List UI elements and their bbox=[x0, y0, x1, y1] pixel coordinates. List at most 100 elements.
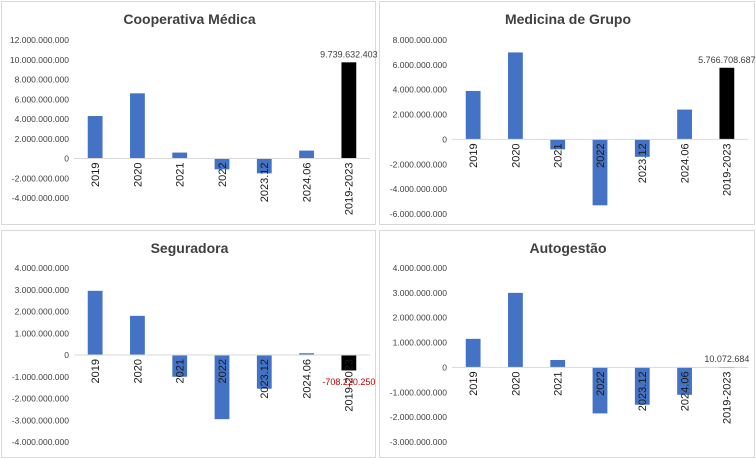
x-tick-label: 2022 bbox=[217, 163, 229, 187]
chart-title: Seguradora bbox=[151, 240, 229, 256]
chart-svg: Cooperativa Médica 12.000.000.000 10.000.0… bbox=[10, 11, 377, 216]
y-tick-label: -3.000.000.000 bbox=[12, 415, 69, 425]
x-tick-label: 2019-2023 bbox=[722, 371, 734, 424]
data-label: 5.766.708.687 bbox=[698, 55, 756, 65]
bar-2021 bbox=[172, 152, 188, 159]
bar-2023.12 bbox=[634, 139, 650, 157]
y-tick-label: -2.000.000.000 bbox=[12, 173, 69, 183]
y-tick-label: 4.000.000.000 bbox=[393, 85, 448, 95]
x-tick-label: 2022 bbox=[217, 359, 229, 383]
bar-2024.06 bbox=[299, 353, 314, 355]
x-tick-label: 2019-2023 bbox=[344, 163, 356, 216]
y-tick-label: 2.000.000.000 bbox=[15, 307, 70, 317]
y-tick-label: -2.000.000.000 bbox=[12, 394, 69, 404]
x-tick-label: 2021 bbox=[553, 143, 565, 167]
bar-2023.12 bbox=[634, 367, 650, 405]
y-tick-label: -2.000.000.000 bbox=[390, 412, 447, 422]
y-tick-label: -6.000.000.000 bbox=[390, 209, 447, 219]
y-tick-label: 4.000.000.000 bbox=[15, 114, 70, 124]
y-tick-label: -4.000.000.000 bbox=[12, 193, 69, 203]
bar-2019 bbox=[465, 338, 481, 368]
bar-2023.12 bbox=[256, 158, 272, 174]
x-tick-label: 2019 bbox=[90, 163, 102, 187]
chart-svg: Medicina de Grupo 8.000.000.000 6.000.000.… bbox=[390, 11, 756, 219]
y-tick-label: 2.000.000.000 bbox=[393, 313, 448, 323]
chart-svg: Seguradora 4.000.000.000 3.000.000.000 2.00… bbox=[12, 240, 376, 447]
x-tick-label: 2024.06 bbox=[679, 143, 691, 183]
y-tick-label: 12.000.000.000 bbox=[10, 35, 69, 45]
chart-panel-medicina-de-grupo: Medicina de Grupo 8.000.000.000 6.000.000.… bbox=[379, 1, 756, 225]
y-tick-label: -3.000.000.000 bbox=[390, 437, 447, 447]
y-tick-label: 1.000.000.000 bbox=[393, 338, 448, 348]
y-tick-label: -1.000.000.000 bbox=[390, 387, 447, 397]
chart-panel-cooperativa-medica: Cooperativa Médica 12.000.000.000 10.000.0… bbox=[1, 1, 377, 225]
bar-2022 bbox=[592, 139, 608, 206]
y-tick-label: -2.000.000.000 bbox=[390, 159, 447, 169]
x-tick-label: 2020 bbox=[510, 143, 522, 167]
bar-2020 bbox=[130, 315, 145, 355]
x-tick-label: 2023.12 bbox=[637, 143, 649, 183]
x-tick-label: 2022 bbox=[595, 371, 607, 395]
y-tick-label: 2.000.000.000 bbox=[393, 110, 448, 120]
bar-2021 bbox=[172, 355, 188, 377]
x-tick-label: 2024.06 bbox=[301, 359, 313, 399]
chart-svg: Autogestão 4.000.000.000 3.000.000.000 2.00… bbox=[390, 240, 750, 447]
y-tick-label: 0 bbox=[442, 362, 447, 372]
bar-2019 bbox=[87, 116, 103, 159]
y-tick-label: 3.000.000.000 bbox=[15, 285, 70, 295]
bar-2024.06 bbox=[677, 109, 692, 140]
y-tick-label: 10.000.000.000 bbox=[10, 55, 69, 65]
y-tick-label: 6.000.000.000 bbox=[393, 60, 448, 70]
bar-2024.06 bbox=[677, 367, 692, 395]
y-tick-label: 8.000.000.000 bbox=[393, 35, 448, 45]
y-tick-label: 6.000.000.000 bbox=[15, 94, 70, 104]
bar-2022 bbox=[592, 367, 608, 414]
bar-2021 bbox=[550, 359, 566, 368]
data-label: 10.072.684 bbox=[704, 354, 749, 364]
x-tick-label: 2021 bbox=[175, 359, 187, 383]
chart-title: Autogestão bbox=[530, 240, 607, 256]
y-tick-label: 2.000.000.000 bbox=[15, 134, 70, 144]
x-tick-label: 2021 bbox=[553, 371, 565, 395]
x-tick-label: 2021 bbox=[175, 163, 187, 187]
y-tick-label: -4.000.000.000 bbox=[390, 184, 447, 194]
x-tick-label: 2020 bbox=[132, 359, 144, 383]
y-tick-label: -1.000.000.000 bbox=[12, 372, 69, 382]
bar-2019 bbox=[87, 290, 103, 355]
y-tick-label: 8.000.000.000 bbox=[15, 75, 70, 85]
bar-2020 bbox=[508, 52, 523, 140]
y-tick-label: -4.000.000.000 bbox=[12, 437, 69, 447]
x-tick-label: 2022 bbox=[595, 143, 607, 167]
chart-title: Cooperativa Médica bbox=[123, 11, 255, 27]
x-tick-label: 2019 bbox=[468, 371, 480, 395]
x-tick-label: 2024.06 bbox=[301, 163, 313, 203]
y-tick-label: 1.000.000.000 bbox=[15, 328, 70, 338]
y-tick-label: 0 bbox=[64, 350, 69, 360]
chart-panel-autogestao: Autogestão 4.000.000.000 3.000.000.000 2.00… bbox=[379, 230, 755, 458]
bar-2019-2023 bbox=[719, 67, 735, 140]
bar-2020 bbox=[130, 93, 145, 159]
x-tick-label: 2023.12 bbox=[259, 163, 271, 203]
bar-2022 bbox=[214, 355, 230, 420]
x-tick-label: 2019-2023 bbox=[344, 359, 356, 412]
chart-panel-seguradora: Seguradora 4.000.000.000 3.000.000.000 2.00… bbox=[1, 230, 376, 458]
chart-title: Medicina de Grupo bbox=[505, 11, 631, 27]
bar-2019-2023 bbox=[341, 62, 357, 159]
bar-2023.12 bbox=[256, 355, 272, 389]
bar-2021 bbox=[550, 139, 566, 150]
y-tick-label: 0 bbox=[64, 154, 69, 164]
x-tick-label: 2020 bbox=[132, 163, 144, 187]
bar-2019 bbox=[465, 90, 481, 140]
x-tick-label: 2024.06 bbox=[679, 371, 691, 411]
y-tick-label: 3.000.000.000 bbox=[393, 288, 448, 298]
bar-2019-2023 bbox=[341, 355, 357, 371]
data-label: 9.739.632.403 bbox=[320, 49, 377, 59]
x-tick-label: 2020 bbox=[510, 371, 522, 395]
x-tick-label: 2019 bbox=[90, 359, 102, 383]
data-label: -708.220.250 bbox=[322, 377, 375, 387]
x-tick-label: 2019 bbox=[468, 143, 480, 167]
bar-2022 bbox=[214, 158, 230, 170]
y-tick-label: 4.000.000.000 bbox=[393, 263, 448, 273]
bar-2020 bbox=[508, 292, 523, 368]
y-tick-label: 4.000.000.000 bbox=[15, 263, 70, 273]
